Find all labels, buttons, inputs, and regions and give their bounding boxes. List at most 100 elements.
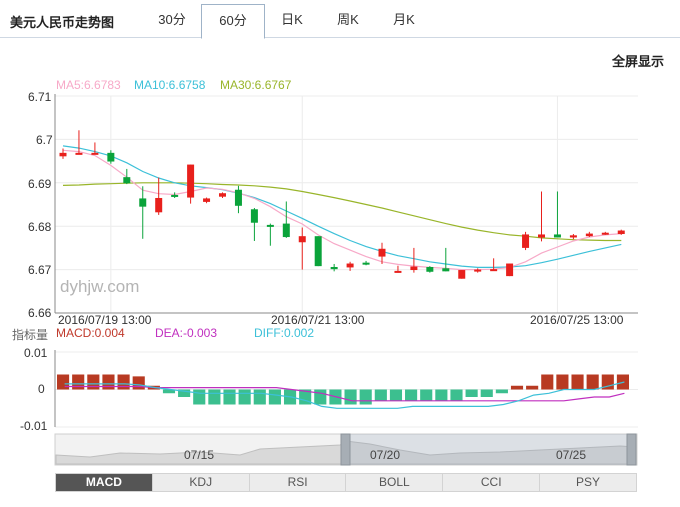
navigator-handle-left[interactable] xyxy=(340,433,351,466)
time-tick-label: 2016/07/25 13:00 xyxy=(530,313,624,327)
candle-body xyxy=(203,198,211,202)
price-tick-label: 6.71 xyxy=(28,90,52,104)
candle-body xyxy=(250,209,258,223)
ma10-line xyxy=(62,145,622,268)
macd-histogram-bar xyxy=(132,376,145,390)
navigator-handle-right[interactable] xyxy=(626,433,637,466)
tab-macd[interactable]: MACD xyxy=(56,474,153,491)
macd-histogram-bar xyxy=(480,389,493,397)
macd-histogram-bar xyxy=(510,385,524,390)
candle-body xyxy=(187,164,195,198)
macd-histogram-bar xyxy=(586,374,599,390)
tab-daily-k[interactable]: 日K xyxy=(281,12,303,27)
macd-histogram-bar xyxy=(495,389,508,394)
price-tick-label: 6.67 xyxy=(28,263,52,277)
tab-30min[interactable]: 30分 xyxy=(158,12,186,27)
price-tick-label: 6.7 xyxy=(36,133,53,147)
candle-body xyxy=(171,194,179,197)
macd-legend: MACD:0.004 xyxy=(56,326,125,340)
ma5-line xyxy=(62,149,622,271)
candle-body xyxy=(522,234,530,248)
candle-body xyxy=(266,224,274,227)
candle-body xyxy=(91,152,99,155)
candle-body xyxy=(298,236,306,243)
candle-body xyxy=(506,263,514,277)
candle-body xyxy=(346,263,354,268)
candle-body xyxy=(362,262,370,265)
tab-rsi[interactable]: RSI xyxy=(249,474,347,491)
ma5-legend: MA5:6.6783 xyxy=(56,78,121,92)
candle-body xyxy=(59,152,67,157)
candle-body xyxy=(282,223,290,238)
macd-tick-label: 0 xyxy=(38,382,45,396)
candle-body xyxy=(107,152,115,162)
macd-histogram-bar xyxy=(102,374,115,390)
macd-histogram-bar xyxy=(253,389,266,405)
candle-body xyxy=(378,248,386,257)
chart-header: 美元人民币走势图 30分 60分 日K 周K 月K xyxy=(0,0,680,39)
tab-monthly-k[interactable]: 月K xyxy=(393,12,415,27)
macd-histogram-bar xyxy=(238,389,251,405)
candle-body xyxy=(314,236,322,267)
macd-histogram-bar xyxy=(420,389,433,401)
candle-body xyxy=(234,189,242,206)
macd-histogram-bar xyxy=(450,389,463,401)
ma10-legend: MA10:6.6758 xyxy=(134,78,206,92)
tab-boll[interactable]: BOLL xyxy=(346,474,444,491)
price-tick-label: 6.66 xyxy=(28,306,52,320)
macd-histogram-bar xyxy=(117,374,130,390)
diff-line xyxy=(64,381,625,409)
candle-body xyxy=(219,193,226,197)
navigator-date-label: 07/15 xyxy=(184,448,215,462)
fullscreen-button[interactable]: 全屏显示 xyxy=(611,54,664,69)
candle-body xyxy=(458,270,466,279)
tab-weekly-k[interactable]: 周K xyxy=(337,12,359,27)
candle-body xyxy=(155,197,163,213)
macd-histogram-bar xyxy=(435,389,448,401)
candle-body xyxy=(553,234,561,238)
macd-histogram-bar xyxy=(541,374,554,390)
tab-60min[interactable]: 60分 xyxy=(201,4,265,39)
macd-tick-label: -0.01 xyxy=(20,419,48,433)
candle-body xyxy=(410,266,418,271)
candle-body xyxy=(426,266,434,272)
tab-psy[interactable]: PSY xyxy=(540,474,636,491)
macd-histogram-bar xyxy=(208,389,221,405)
macd-histogram-bar xyxy=(344,389,357,405)
ma30-legend: MA30:6.6767 xyxy=(220,78,292,92)
macd-histogram-bar xyxy=(359,389,372,405)
candle-body xyxy=(139,198,147,207)
tab-kdj[interactable]: KDJ xyxy=(152,474,250,491)
macd-histogram-bar xyxy=(526,385,539,390)
candle-body xyxy=(601,232,609,235)
price-tick-label: 6.69 xyxy=(28,177,52,191)
macd-histogram-bar xyxy=(72,374,85,390)
candle-body xyxy=(75,152,83,155)
tab-cci[interactable]: CCI xyxy=(443,474,541,491)
candle-body xyxy=(569,235,577,238)
chart-title: 美元人民币走势图 xyxy=(10,15,115,30)
macd-histogram-bar xyxy=(178,389,191,397)
time-tick-label: 2016/07/19 13:00 xyxy=(58,313,152,327)
price-tick-label: 6.68 xyxy=(28,220,52,234)
watermark: dyhjw.com xyxy=(60,277,140,296)
candle-body xyxy=(617,230,625,235)
dea-legend: DEA:-0.003 xyxy=(155,326,218,340)
macd-histogram-bar xyxy=(374,389,387,401)
time-tick-label: 2016/07/21 13:00 xyxy=(271,313,365,327)
candle-body xyxy=(123,177,131,184)
indicator-tabs: MACD KDJ RSI BOLL CCI PSY xyxy=(55,473,637,492)
macd-histogram-bar xyxy=(57,374,70,390)
macd-histogram-bar xyxy=(571,374,584,390)
navigator-date-label: 07/20 xyxy=(370,448,401,462)
macd-histogram-bar xyxy=(268,389,281,405)
macd-tick-label: 0.01 xyxy=(24,346,48,360)
candle-body xyxy=(394,270,402,273)
candle-body xyxy=(330,266,338,270)
candle-body xyxy=(538,234,545,238)
macd-histogram-bar xyxy=(193,389,206,405)
macd-histogram-bar xyxy=(87,374,100,390)
candle-body xyxy=(585,233,593,237)
macd-histogram-bar xyxy=(556,374,569,390)
